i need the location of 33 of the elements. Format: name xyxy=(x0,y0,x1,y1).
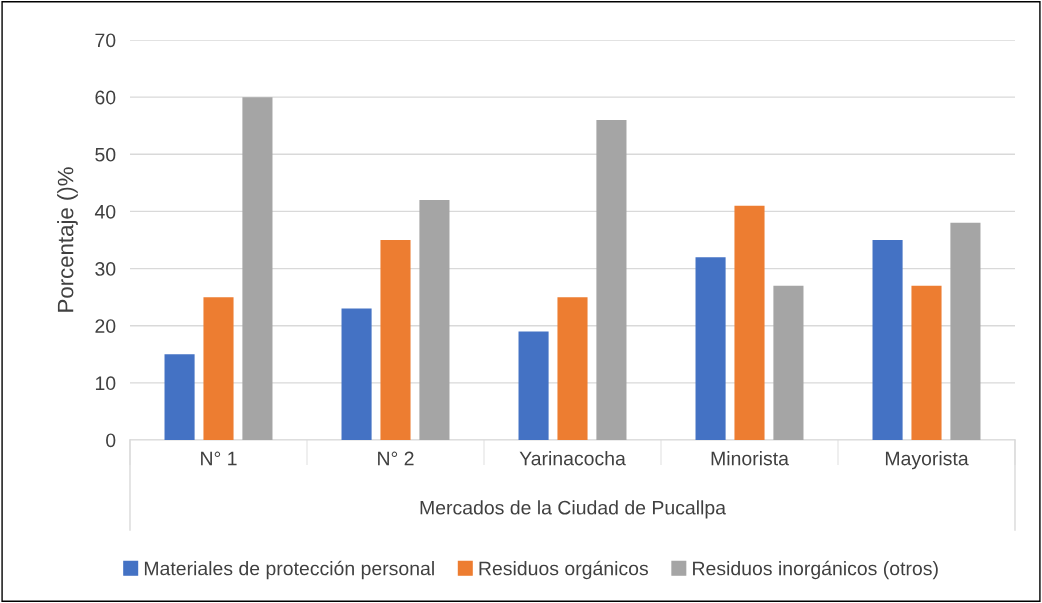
x-tick-label: Minorista xyxy=(711,451,789,466)
legend-label: Materiales de protección personal xyxy=(144,560,434,580)
bar xyxy=(203,297,234,440)
bar xyxy=(419,200,450,440)
y-tick-label: 20 xyxy=(95,319,116,333)
bar xyxy=(950,222,981,440)
y-tick-label: 60 xyxy=(95,90,116,105)
bar xyxy=(518,331,549,440)
bar xyxy=(380,240,411,440)
y-axis-title: Porcentaje ()% xyxy=(57,167,78,312)
bar xyxy=(557,297,588,440)
y-tick-label: 70 xyxy=(95,33,116,48)
y-tick-label: 30 xyxy=(95,262,116,276)
x-axis-title: Mercados de la Ciudad de Pucallpa xyxy=(420,500,726,519)
x-tick-label: Yarinacocha xyxy=(519,451,626,466)
bar xyxy=(911,285,942,440)
bar xyxy=(872,240,903,440)
x-tick-label: N° 2 xyxy=(378,451,414,466)
legend-label: Residuos inorgánicos (otros) xyxy=(693,560,938,580)
bar xyxy=(341,308,372,440)
x-tick-label: N° 1 xyxy=(201,451,237,466)
bar xyxy=(596,120,627,440)
y-tick-label: 50 xyxy=(95,147,116,162)
y-tick-label: 40 xyxy=(94,204,116,219)
bar xyxy=(773,285,804,440)
bar xyxy=(242,97,273,440)
legend-label: Residuos orgánicos xyxy=(479,560,648,580)
x-tick-label: Mayorista xyxy=(885,451,969,470)
y-tick-label: 0 xyxy=(106,433,116,448)
y-tick-label: 10 xyxy=(95,376,116,391)
bar xyxy=(164,354,195,440)
bar xyxy=(734,205,765,440)
bar xyxy=(695,257,726,440)
